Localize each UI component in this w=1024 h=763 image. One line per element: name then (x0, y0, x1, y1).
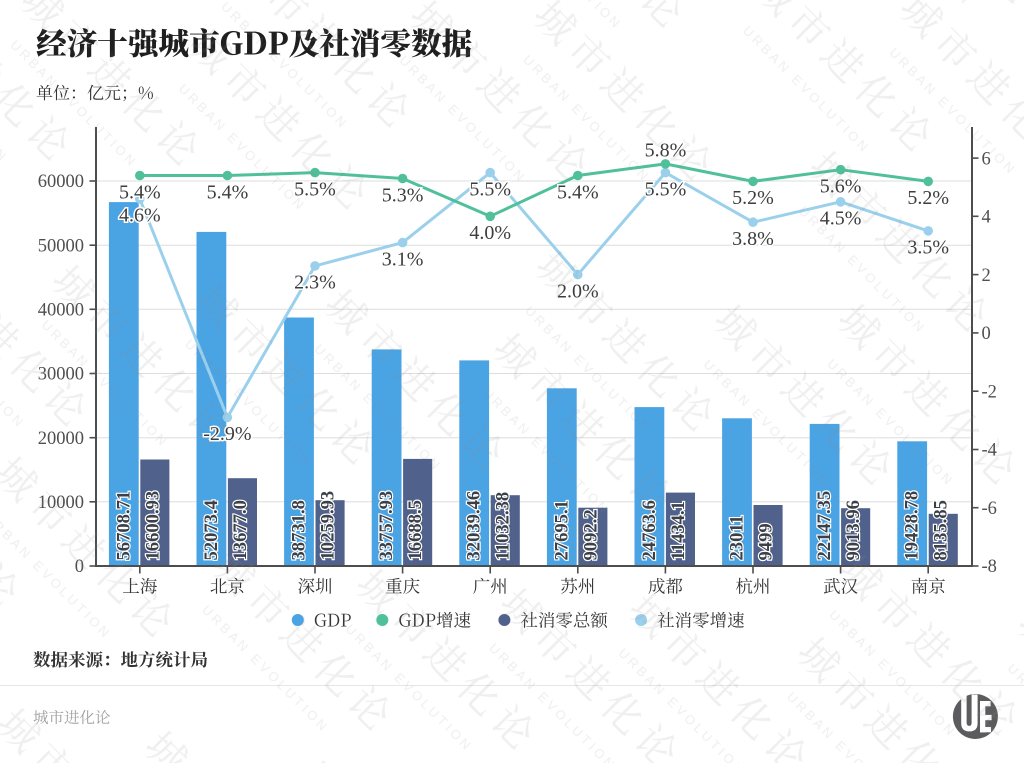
svg-text:13677.0: 13677.0 (230, 500, 251, 560)
svg-text:5.5%: 5.5% (645, 178, 687, 200)
svg-text:50000: 50000 (38, 236, 84, 256)
svg-text:3.8%: 3.8% (732, 228, 774, 250)
svg-text:4.0%: 4.0% (469, 222, 511, 244)
svg-text:11434.1: 11434.1 (668, 501, 689, 560)
svg-text:27695.1: 27695.1 (551, 500, 572, 560)
svg-text:9499: 9499 (756, 523, 777, 560)
svg-text:5.2%: 5.2% (907, 187, 949, 209)
svg-text:-6: -6 (982, 499, 997, 519)
svg-text:20000: 20000 (38, 429, 84, 449)
svg-text:32039.46: 32039.46 (464, 491, 485, 561)
svg-text:23011: 23011 (727, 515, 748, 560)
svg-text:33757.93: 33757.93 (376, 491, 397, 561)
svg-text:38731.8: 38731.8 (289, 500, 310, 560)
svg-text:30000: 30000 (38, 365, 84, 385)
svg-text:2: 2 (982, 266, 991, 286)
svg-text:60000: 60000 (38, 172, 84, 192)
svg-text:4.6%: 4.6% (119, 205, 161, 227)
svg-text:56708.71: 56708.71 (113, 491, 134, 561)
svg-text:4.5%: 4.5% (820, 208, 862, 230)
svg-text:0: 0 (75, 557, 84, 577)
svg-text:0: 0 (982, 324, 991, 344)
svg-text:40000: 40000 (38, 301, 84, 321)
svg-text:-8: -8 (982, 557, 997, 577)
svg-text:-2: -2 (982, 382, 997, 402)
svg-text:10259.93: 10259.93 (318, 491, 339, 561)
svg-text:5.3%: 5.3% (382, 184, 424, 206)
svg-text:4: 4 (982, 208, 991, 228)
svg-text:9013.96: 9013.96 (843, 500, 864, 560)
svg-text:19428.78: 19428.78 (902, 491, 923, 561)
svg-text:2.3%: 2.3% (294, 272, 336, 294)
svg-text:22147.35: 22147.35 (814, 491, 835, 561)
svg-text:5.4%: 5.4% (119, 181, 161, 203)
svg-text:6: 6 (982, 149, 991, 169)
svg-text:5.5%: 5.5% (469, 178, 511, 200)
svg-text:5.4%: 5.4% (207, 181, 249, 203)
svg-text:24763.6: 24763.6 (639, 500, 660, 560)
svg-text:11032.38: 11032.38 (493, 492, 514, 561)
svg-text:5.6%: 5.6% (820, 176, 862, 198)
svg-text:3.1%: 3.1% (382, 248, 424, 270)
svg-text:5.2%: 5.2% (732, 187, 774, 209)
svg-text:8135.85: 8135.85 (931, 500, 952, 560)
svg-text:16688.5: 16688.5 (405, 500, 426, 560)
svg-text:9092.2: 9092.2 (580, 509, 601, 560)
svg-text:16600.93: 16600.93 (142, 491, 163, 561)
svg-text:5.4%: 5.4% (557, 181, 599, 203)
svg-text:52073.4: 52073.4 (201, 500, 222, 560)
